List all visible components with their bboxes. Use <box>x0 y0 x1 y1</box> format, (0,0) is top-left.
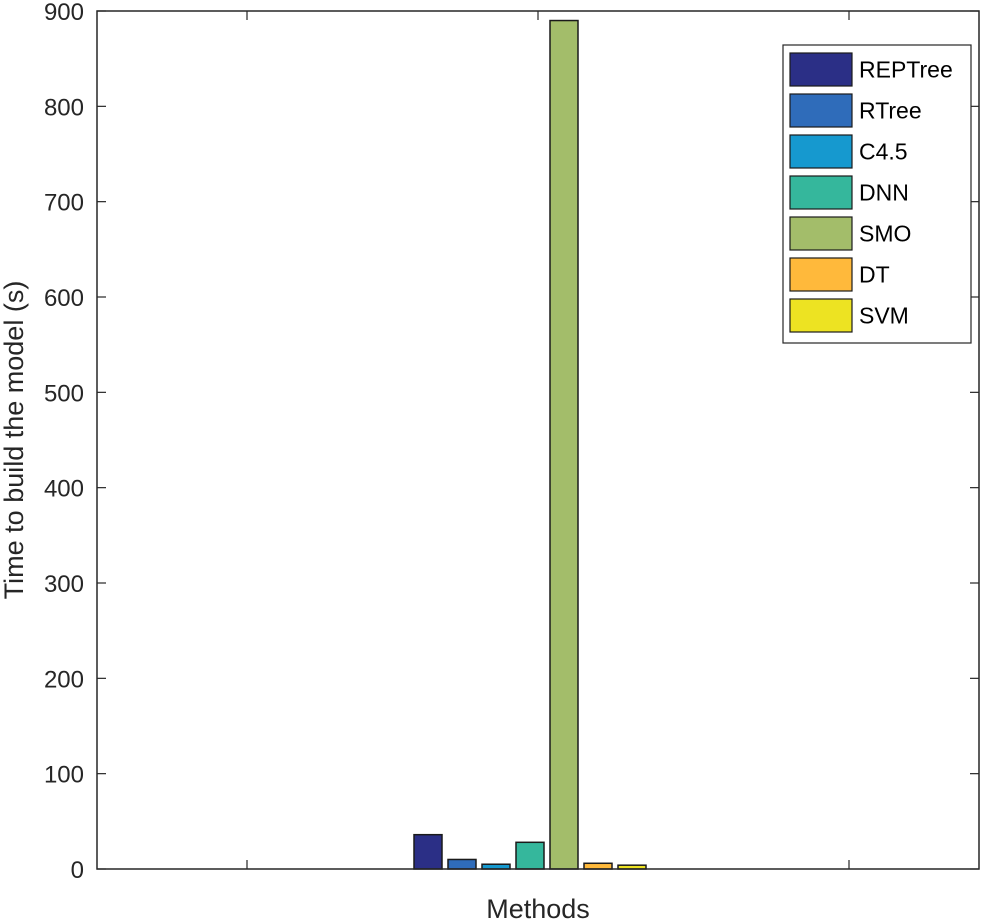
y-tick-label: 700 <box>44 190 84 217</box>
bars-group <box>413 19 647 870</box>
legend-label-dt: DT <box>859 262 890 288</box>
legend-swatch-smo <box>789 216 853 251</box>
y-axis-label: Time to build the model (s) <box>0 281 29 600</box>
y-tick-label: 900 <box>44 0 84 26</box>
legend-label-dnn: DNN <box>859 180 909 206</box>
legend-label-reptree: REPTree <box>859 57 953 83</box>
bar-smo <box>549 19 579 870</box>
legend-label-smo: SMO <box>859 221 911 247</box>
x-axis-ticks <box>246 11 850 869</box>
y-tick-label: 600 <box>44 285 84 312</box>
y-tick-label: 300 <box>44 571 84 598</box>
y-tick-label: 0 <box>71 857 84 884</box>
x-axis-label: Methods <box>486 894 590 924</box>
y-tick-label: 200 <box>44 666 84 693</box>
legend-swatch-reptree <box>789 52 853 87</box>
bar-dnn <box>515 841 545 870</box>
bar-dt <box>583 862 613 870</box>
plot-area-frame <box>96 10 980 870</box>
legend-swatch-dt <box>789 257 853 292</box>
bar-rtree <box>447 858 477 870</box>
y-tick-label: 100 <box>44 762 84 789</box>
legend-swatch-svm <box>789 298 853 333</box>
legend-swatch-c4-5 <box>789 134 853 169</box>
y-axis-ticks: 0 100 200 300 400 500 600 700 800 900 <box>44 0 979 884</box>
legend-swatch-dnn <box>789 175 853 210</box>
legend-label-svm: SVM <box>859 303 909 329</box>
y-tick-label: 400 <box>44 476 84 503</box>
legend-label-rtree: RTree <box>859 98 922 124</box>
y-tick-label: 500 <box>44 380 84 407</box>
bar-reptree <box>413 833 443 870</box>
legend: REPTree RTree C4.5 DNN SMO DT SVM <box>782 44 972 344</box>
y-tick-label: 800 <box>44 94 84 121</box>
legend-label-c4-5: C4.5 <box>859 139 908 165</box>
legend-swatch-rtree <box>789 93 853 128</box>
